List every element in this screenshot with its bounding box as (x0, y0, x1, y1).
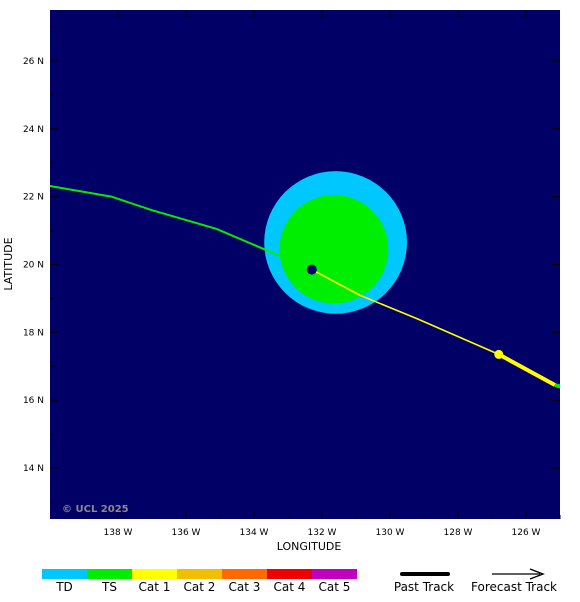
forecast-track-line (311, 268, 500, 356)
storm-center-marker (306, 264, 317, 275)
x-tick-label: 130 W (376, 528, 405, 538)
legend-swatch-cat-4 (267, 569, 312, 579)
legend-label-cat-1: Cat 1 (139, 580, 171, 594)
x-tick-label: 126 W (512, 528, 541, 538)
legend-swatch-cat-1 (132, 569, 177, 579)
intensity-legend: TD TS Cat 1 Cat 2 Cat 3 Cat 4 Cat 5 (42, 569, 357, 594)
copyright-label: © UCL 2025 (62, 504, 129, 515)
forecast-position-marker (494, 349, 504, 359)
legend-swatch-cat-2 (177, 569, 222, 579)
legend-label-cat-5: Cat 5 (319, 580, 351, 594)
legend-label-ts: TS (101, 580, 117, 594)
x-axis-title: LONGITUDE (277, 540, 342, 553)
forecast-track-legend: Forecast Track (471, 568, 557, 594)
legend-label-cat-2: Cat 2 (184, 580, 216, 594)
legend-label-cat-3: Cat 3 (229, 580, 261, 594)
legend-swatch-td (42, 569, 87, 579)
legend-swatch-cat-3 (222, 569, 267, 579)
wind-field-ts (279, 194, 389, 304)
y-tick-label: 14 N (23, 464, 44, 474)
y-tick-label: 24 N (23, 125, 44, 135)
legend-label-cat-4: Cat 4 (274, 580, 306, 594)
x-tick-label: 138 W (104, 528, 133, 538)
forecast-tail-segment-2 (554, 383, 560, 389)
y-tick-label: 18 N (23, 328, 44, 338)
legend-swatch-cat-5 (312, 569, 357, 579)
legend-swatch-ts (87, 569, 132, 579)
y-tick-label: 20 N (23, 261, 44, 271)
past-track-legend-label: Past Track (394, 580, 454, 594)
y-tick-label: 16 N (23, 396, 44, 406)
y-tick-label: 26 N (23, 57, 44, 67)
past-track-line (50, 184, 313, 271)
x-tick-label: 132 W (308, 528, 337, 538)
y-tick-label: 22 N (23, 193, 44, 203)
forecast-track-legend-label: Forecast Track (471, 580, 557, 594)
forecast-track-arrowhead-icon (529, 568, 545, 580)
x-tick-label: 128 W (444, 528, 473, 538)
x-tick-label: 134 W (240, 528, 269, 538)
y-axis-title: LATITUDE (2, 237, 15, 290)
past-track-legend: Past Track (394, 572, 454, 594)
forecast-tail-segment-1 (497, 352, 556, 387)
legend-label-td: TD (55, 580, 73, 594)
x-tick-label: 136 W (172, 528, 201, 538)
